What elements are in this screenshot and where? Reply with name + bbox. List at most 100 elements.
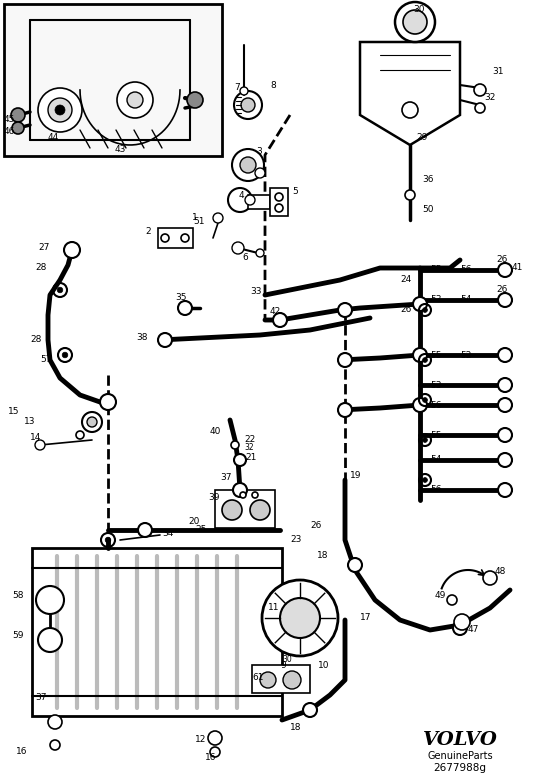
Text: 30: 30 (413, 5, 424, 15)
Text: 59: 59 (12, 630, 24, 640)
Circle shape (181, 234, 189, 242)
Text: 23: 23 (290, 536, 301, 544)
Text: 5: 5 (292, 188, 298, 196)
Text: 2: 2 (145, 228, 151, 236)
Circle shape (498, 483, 512, 497)
Text: 10: 10 (318, 661, 329, 669)
Circle shape (35, 440, 45, 450)
Text: 36: 36 (422, 175, 434, 185)
Text: 14: 14 (30, 433, 41, 443)
Circle shape (403, 10, 427, 34)
Circle shape (231, 441, 239, 449)
Circle shape (338, 403, 352, 417)
Circle shape (260, 672, 276, 688)
Circle shape (395, 2, 435, 42)
Text: 55: 55 (430, 431, 442, 439)
Bar (270, 188, 288, 216)
Circle shape (240, 492, 246, 498)
Text: 52: 52 (460, 350, 471, 360)
Text: 56: 56 (430, 486, 442, 494)
Text: 18: 18 (316, 551, 328, 559)
Bar (215, 490, 275, 528)
Text: 18: 18 (290, 723, 301, 733)
Text: 28: 28 (30, 335, 41, 345)
Text: 38: 38 (137, 333, 148, 343)
Text: 45: 45 (4, 116, 16, 124)
Circle shape (55, 105, 65, 115)
Text: 16: 16 (16, 748, 27, 756)
Circle shape (275, 193, 283, 201)
Text: 28: 28 (35, 264, 46, 272)
Circle shape (213, 213, 223, 223)
Text: 20: 20 (188, 518, 200, 526)
Text: GenuineParts: GenuineParts (427, 751, 493, 761)
Circle shape (12, 122, 24, 134)
Circle shape (11, 108, 25, 122)
Text: 4: 4 (238, 191, 244, 199)
Text: 57: 57 (40, 356, 52, 364)
Circle shape (447, 595, 457, 605)
Circle shape (158, 333, 172, 347)
Text: 6: 6 (242, 253, 248, 263)
Text: 32: 32 (244, 443, 253, 453)
Circle shape (117, 82, 153, 118)
Text: 37: 37 (35, 694, 46, 702)
Circle shape (283, 671, 301, 689)
Circle shape (178, 301, 192, 315)
Text: 2677988g: 2677988g (434, 763, 486, 773)
Circle shape (453, 621, 467, 635)
Bar (32, 548, 282, 716)
Circle shape (280, 598, 320, 638)
Bar (252, 665, 310, 693)
Circle shape (405, 190, 415, 200)
Text: 7: 7 (234, 84, 240, 92)
Text: 1: 1 (192, 213, 198, 223)
Circle shape (48, 98, 72, 122)
Text: 25: 25 (195, 526, 207, 535)
Text: 50: 50 (422, 206, 434, 214)
Circle shape (262, 580, 338, 656)
Circle shape (498, 293, 512, 307)
Circle shape (303, 703, 317, 717)
Text: 41: 41 (512, 264, 523, 272)
Circle shape (498, 398, 512, 412)
Text: 51: 51 (194, 217, 205, 227)
Circle shape (64, 242, 80, 258)
Circle shape (127, 92, 143, 108)
Text: 19: 19 (350, 471, 362, 479)
Circle shape (498, 348, 512, 362)
Text: 44: 44 (48, 134, 59, 142)
Circle shape (105, 537, 111, 543)
Text: 54: 54 (430, 455, 441, 465)
Circle shape (483, 571, 497, 585)
Circle shape (228, 188, 252, 212)
Circle shape (76, 431, 84, 439)
Circle shape (474, 84, 486, 96)
Text: 34: 34 (162, 529, 173, 537)
Circle shape (250, 500, 270, 520)
Text: 27: 27 (38, 243, 49, 253)
Circle shape (245, 195, 255, 205)
Text: 54: 54 (460, 296, 471, 304)
Text: 43: 43 (115, 145, 126, 155)
Circle shape (100, 394, 116, 410)
Text: 13: 13 (24, 418, 36, 426)
Circle shape (475, 103, 485, 113)
Text: VOLVO: VOLVO (422, 731, 498, 749)
Circle shape (338, 353, 352, 367)
Circle shape (423, 478, 427, 482)
Circle shape (210, 747, 220, 757)
Text: 15: 15 (8, 407, 19, 417)
Circle shape (413, 398, 427, 412)
Text: 56: 56 (460, 266, 471, 274)
Text: 39: 39 (208, 493, 220, 503)
Text: 26: 26 (310, 521, 321, 529)
Circle shape (240, 157, 256, 173)
Text: 32: 32 (484, 94, 495, 102)
Text: 53: 53 (430, 296, 442, 304)
Bar (248, 195, 270, 209)
Circle shape (240, 87, 248, 95)
Circle shape (413, 348, 427, 362)
Circle shape (275, 204, 283, 212)
Text: 42: 42 (270, 307, 281, 317)
